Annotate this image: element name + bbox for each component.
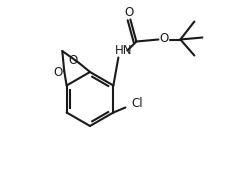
Text: Cl: Cl <box>132 97 143 110</box>
Text: HN: HN <box>115 44 132 57</box>
Text: O: O <box>160 32 169 45</box>
Text: O: O <box>68 54 77 67</box>
Text: O: O <box>54 66 63 79</box>
Text: O: O <box>125 6 134 19</box>
